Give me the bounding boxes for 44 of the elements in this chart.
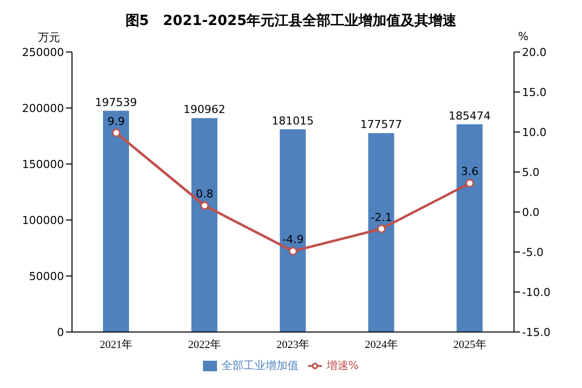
y2-tick-label: 15.0: [522, 86, 546, 99]
y-tick-label: 100000: [22, 214, 64, 227]
y-tick-label: 50000: [29, 270, 64, 283]
bar: [456, 124, 483, 332]
point: [466, 178, 474, 188]
y-axis-title: 万元: [38, 30, 60, 45]
legend-label: 全部工业增加值: [221, 359, 298, 372]
point: [288, 246, 298, 256]
data-label: 190962: [183, 103, 226, 116]
x-tick-label: 2024年: [364, 338, 398, 351]
y-tick-label: 250000: [22, 46, 64, 59]
y2-tick-label: -10.0: [522, 286, 550, 299]
x-tick-label: 2021年: [100, 338, 133, 351]
y-tick-label: 150000: [22, 158, 64, 171]
bar: [103, 110, 129, 332]
data-label: 181015: [272, 114, 314, 128]
data-label: 197539: [95, 96, 137, 109]
y2-tick-label: 0.0: [522, 206, 540, 219]
y2-tick-label: -5.0: [522, 246, 544, 259]
data-label: 3.6: [461, 165, 479, 178]
y-tick-label: 0: [57, 326, 64, 339]
legend-label: 增速%: [326, 359, 359, 372]
y2-tick-label: 10.0: [522, 126, 546, 139]
x-tick-label: 2023年: [276, 338, 310, 351]
point: [377, 224, 386, 234]
data-label: 0.8: [196, 188, 214, 201]
x-tick-label: 2022年: [188, 338, 222, 351]
point: [200, 201, 209, 210]
data-label: -4.9: [282, 233, 304, 246]
y2-axis-title: %: [518, 30, 528, 43]
chart-title: 图5 2021-2025年元江县全部工业增加值及其增速: [125, 13, 457, 29]
data-label: -2.1: [370, 210, 392, 224]
x-tick-label: 2025年: [453, 338, 486, 351]
point: [112, 128, 120, 138]
bar: [368, 133, 394, 332]
data-label: 9.9: [107, 114, 125, 128]
y2-tick-label: 20.0: [522, 46, 546, 59]
bar: [191, 118, 218, 332]
data-label: 177577: [360, 118, 402, 132]
y2-tick-label: 5.0: [522, 166, 540, 179]
y-tick-label: 200000: [22, 102, 64, 115]
bar: [280, 129, 306, 332]
y2-tick-label: -15.0: [522, 326, 550, 339]
data-label: 185474: [448, 109, 491, 122]
